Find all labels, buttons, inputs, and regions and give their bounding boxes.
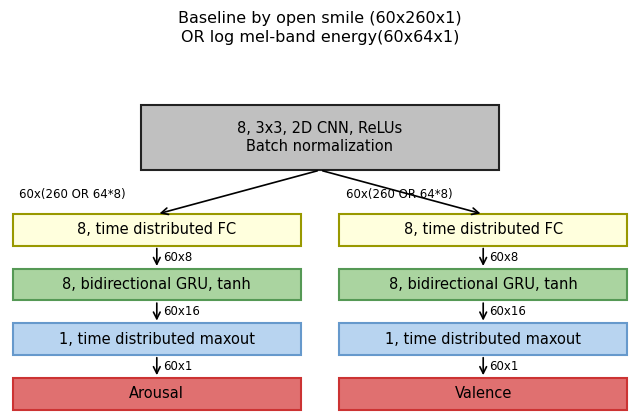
Text: 60x8: 60x8 [163, 251, 193, 264]
Text: 60x(260 OR 64*8): 60x(260 OR 64*8) [346, 188, 452, 200]
FancyBboxPatch shape [13, 378, 301, 410]
FancyBboxPatch shape [339, 323, 627, 355]
Text: 60x(260 OR 64*8): 60x(260 OR 64*8) [19, 188, 126, 200]
Text: 60x1: 60x1 [163, 360, 193, 373]
Text: 60x1: 60x1 [490, 360, 519, 373]
Text: 8, time distributed FC: 8, time distributed FC [404, 223, 563, 237]
Text: 8, bidirectional GRU, tanh: 8, bidirectional GRU, tanh [389, 277, 577, 292]
FancyBboxPatch shape [13, 269, 301, 300]
Text: 60x16: 60x16 [490, 305, 527, 318]
Text: 60x8: 60x8 [490, 251, 519, 264]
FancyBboxPatch shape [141, 105, 499, 170]
Text: 1, time distributed maxout: 1, time distributed maxout [385, 332, 581, 346]
Text: Arousal: Arousal [129, 386, 184, 401]
FancyBboxPatch shape [13, 214, 301, 246]
Text: 60x16: 60x16 [163, 305, 200, 318]
Text: Baseline by open smile (60x260x1)
OR log mel-band energy(60x64x1): Baseline by open smile (60x260x1) OR log… [178, 10, 462, 45]
FancyBboxPatch shape [339, 269, 627, 300]
FancyBboxPatch shape [13, 323, 301, 355]
Text: 1, time distributed maxout: 1, time distributed maxout [59, 332, 255, 346]
Text: 8, bidirectional GRU, tanh: 8, bidirectional GRU, tanh [63, 277, 251, 292]
FancyBboxPatch shape [339, 214, 627, 246]
FancyBboxPatch shape [339, 378, 627, 410]
Text: 8, 3x3, 2D CNN, ReLUs
Batch normalization: 8, 3x3, 2D CNN, ReLUs Batch normalizatio… [237, 121, 403, 154]
Text: 8, time distributed FC: 8, time distributed FC [77, 223, 236, 237]
Text: Valence: Valence [454, 386, 512, 401]
